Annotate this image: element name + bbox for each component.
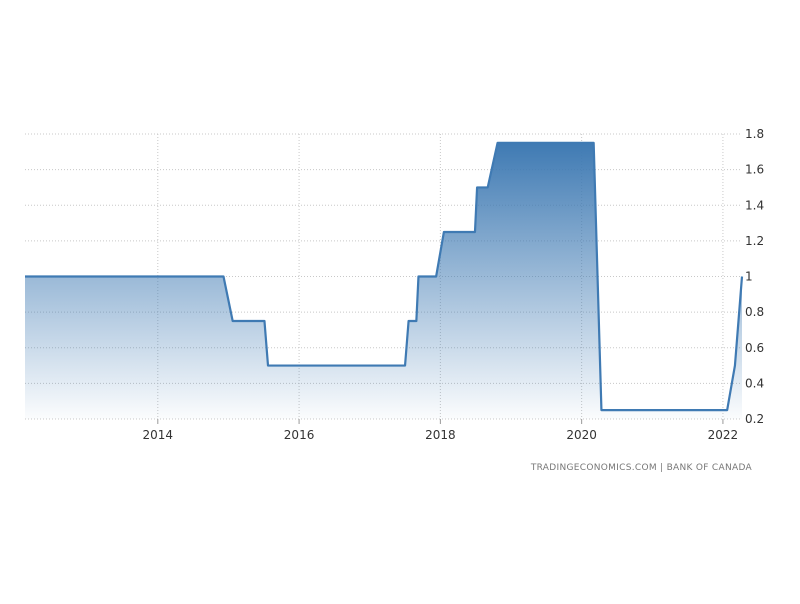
x-tick-label: 2016: [284, 428, 315, 442]
y-tick-label: 0.2: [745, 412, 764, 426]
x-tick-label: 2022: [708, 428, 739, 442]
y-tick-label: 1.4: [745, 198, 764, 212]
y-tick-label: 0.4: [745, 376, 764, 390]
y-tick-label: 1.6: [745, 163, 764, 177]
x-tick-label: 2018: [425, 428, 456, 442]
area-fill: [25, 142, 742, 419]
x-tick-label: 2020: [566, 428, 597, 442]
y-tick-label: 0.8: [745, 305, 764, 319]
line: [25, 141, 744, 412]
y-tick-label: 1.8: [745, 127, 764, 141]
y-tick-label: 0.6: [745, 341, 764, 355]
x-tick-label: 2014: [143, 428, 174, 442]
y-tick-label: 1: [745, 270, 753, 284]
source: TRADINGECONOMICS.COM | BANK OF CANADA: [530, 463, 753, 473]
y-tick-label: 1.2: [745, 234, 764, 248]
